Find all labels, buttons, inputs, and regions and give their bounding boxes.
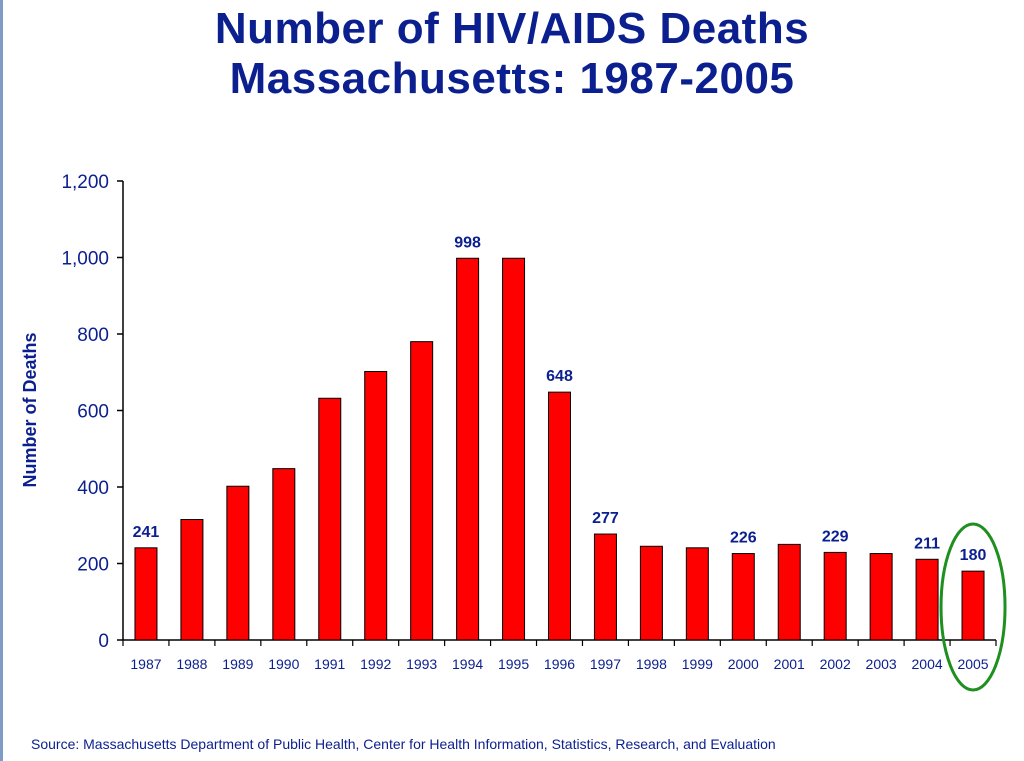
y-tick-label: 1,200 (61, 172, 109, 193)
bar-1998 (639, 545, 663, 641)
y-tick-label: 200 (77, 555, 109, 576)
y-tick-label: 400 (77, 478, 109, 499)
bar-2004 (915, 558, 939, 641)
x-tick-label: 2004 (912, 656, 943, 672)
x-tick-label: 1994 (452, 656, 483, 672)
bar-2003 (869, 553, 893, 641)
chart-title-line-2: Massachusetts: 1987-2005 (229, 54, 795, 103)
bar-2005 (961, 570, 985, 641)
data-label-2002: 229 (822, 528, 849, 545)
source-note: Source: Massachusetts Department of Publ… (31, 736, 776, 752)
slide-left-border (0, 0, 3, 761)
x-tick-label: 2005 (957, 656, 988, 672)
bar-1992 (364, 370, 388, 641)
bar-1997 (593, 533, 617, 641)
bar-1988 (180, 519, 204, 641)
x-tick-label: 2003 (866, 656, 897, 672)
data-label-1987: 241 (133, 524, 160, 541)
y-tick-labels: 0 200 400 600 800 1,000 1,200 (61, 172, 109, 652)
bar-1989 (226, 485, 250, 641)
x-tick-label: 1988 (176, 656, 207, 672)
bar-1991 (318, 397, 342, 641)
x-tick-label: 1991 (314, 656, 345, 672)
x-tick-label: 2001 (774, 656, 805, 672)
bar-1996 (548, 391, 571, 641)
data-label-2000: 226 (730, 530, 757, 547)
x-tick-label: 2000 (728, 656, 759, 672)
y-tick-label: 0 (98, 631, 109, 652)
bar-1987 (134, 547, 158, 641)
x-tick-label: 1990 (268, 656, 299, 672)
x-tick-label: 1999 (682, 656, 713, 672)
x-tick-label: 1993 (406, 656, 437, 672)
chart-title: Number of HIV/AIDS Deaths Massachusetts:… (0, 4, 1024, 104)
y-tick-label: 800 (77, 325, 109, 346)
x-tick-label: 1996 (544, 656, 575, 672)
data-label-1996: 648 (546, 368, 573, 385)
bar-2002 (823, 551, 847, 641)
x-tick-label: 1998 (636, 656, 667, 672)
chart-data-labels: 241 998 648 277 226 229 211 180 (133, 234, 987, 564)
bar-1994 (456, 257, 480, 641)
chart-bars (134, 257, 985, 641)
x-tick-labels: 1987 1988 1989 1990 1991 1992 1993 1994 1995 1996… (130, 656, 988, 672)
x-tick-label: 2002 (820, 656, 851, 672)
y-tick-label: 1,000 (61, 249, 109, 270)
data-label-2005: 180 (960, 547, 987, 564)
y-tick-label: 600 (77, 402, 109, 423)
highlight-circle (939, 522, 1007, 692)
data-label-2004: 211 (914, 535, 940, 552)
data-label-1997: 277 (592, 510, 619, 527)
bar-2000 (731, 553, 755, 641)
x-tick-label: 1997 (590, 656, 621, 672)
x-tick-label: 1995 (498, 656, 529, 672)
bar-2001 (777, 543, 801, 641)
bar-1993 (410, 341, 434, 641)
x-tick-label: 1987 (130, 656, 161, 672)
x-tick-label: 1992 (360, 656, 391, 672)
chart-title-line-1: Number of HIV/AIDS Deaths (214, 4, 810, 53)
bar-1995 (502, 257, 526, 641)
bar-1999 (685, 547, 709, 641)
bar-1990 (272, 468, 296, 641)
x-tick-label: 1989 (222, 656, 253, 672)
y-axis-label: Number of Deaths (20, 332, 40, 487)
data-label-1994: 998 (454, 234, 481, 251)
